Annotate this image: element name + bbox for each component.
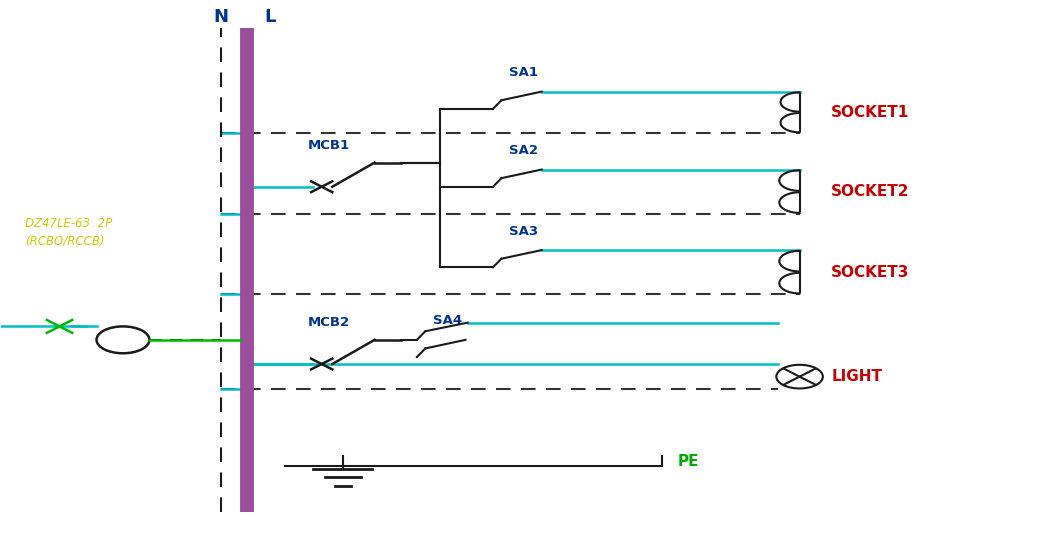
Text: LIGHT: LIGHT — [831, 369, 882, 384]
Text: SOCKET3: SOCKET3 — [831, 265, 909, 280]
Text: MCB2: MCB2 — [308, 316, 350, 329]
Text: SOCKET1: SOCKET1 — [831, 105, 909, 120]
Text: SA3: SA3 — [509, 225, 538, 238]
Text: PE: PE — [678, 454, 700, 469]
Text: N: N — [214, 8, 229, 25]
Text: MCB1: MCB1 — [308, 139, 350, 152]
Text: SOCKET2: SOCKET2 — [831, 184, 909, 199]
Text: DZ47LE-63  2P
(RCBO/RCCB): DZ47LE-63 2P (RCBO/RCCB) — [24, 218, 112, 247]
Text: SA4: SA4 — [432, 314, 462, 327]
Text: SA1: SA1 — [509, 66, 537, 79]
Text: L: L — [264, 8, 276, 25]
Text: SA2: SA2 — [509, 144, 537, 157]
